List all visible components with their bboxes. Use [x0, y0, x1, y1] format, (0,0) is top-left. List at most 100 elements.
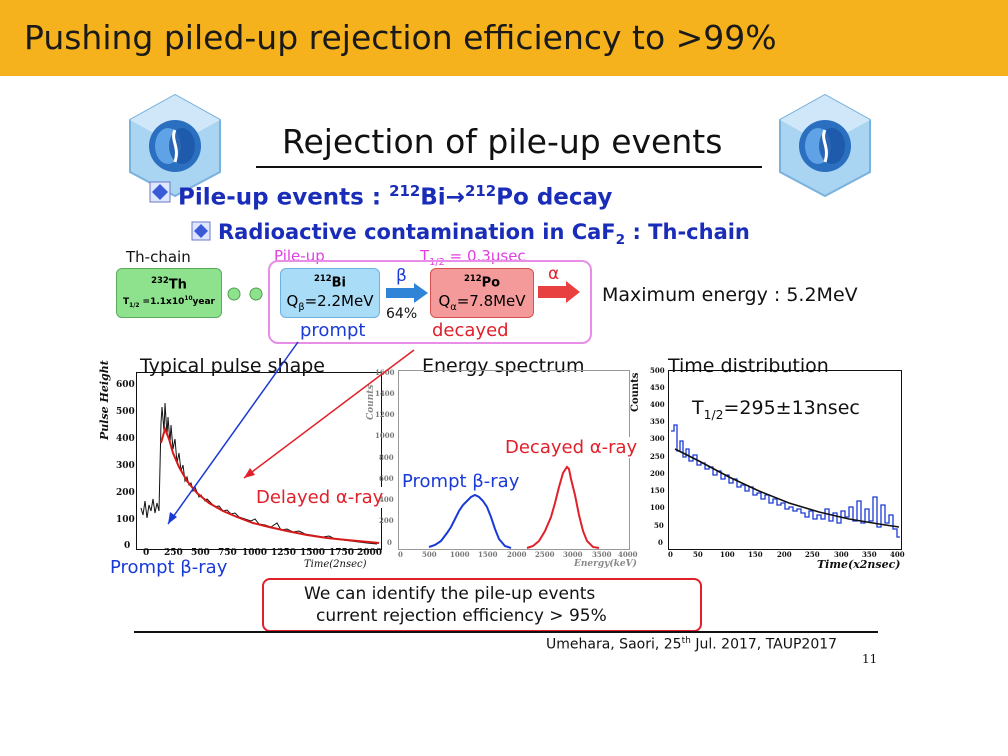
prompt-beta-label-energy: Prompt β-ray — [402, 471, 520, 492]
diamond-bullet-icon — [149, 181, 171, 203]
time-ytick: 400 — [650, 400, 665, 409]
time-xtick: 150 — [748, 550, 763, 559]
title-underline — [256, 166, 762, 168]
energy-xtick: 3000 — [563, 550, 583, 559]
pulse-xtick: 1500 — [300, 548, 326, 558]
energy-x-ticks: 0 500 1000 1500 2000 2500 3000 3500 4000 — [398, 550, 638, 562]
time-ytick: 250 — [650, 452, 665, 461]
energy-ytick: 1400 — [375, 389, 395, 398]
time-xtick: 350 — [862, 550, 877, 559]
energy-xtick: 4000 — [618, 550, 638, 559]
pulse-ytick: 300 — [116, 461, 135, 471]
energy-ytick: 400 — [379, 495, 394, 504]
pulse-ytick: 500 — [116, 407, 135, 417]
time-plot-title: Time distribution — [668, 355, 829, 377]
energy-xtick: 3500 — [592, 550, 612, 559]
footer-rule — [134, 631, 878, 633]
time-ytick: 500 — [650, 366, 665, 375]
pulse-ytick: 0 — [124, 541, 131, 551]
conclusion-box: We can identify the pile-up events curre… — [262, 578, 702, 632]
time-plot-frame — [668, 370, 902, 550]
pulse-x-label: Time(2nsec) — [304, 559, 367, 570]
beta-arrow-icon — [386, 283, 428, 303]
time-ytick: 300 — [650, 434, 665, 443]
bullet-radioactive-contamination: Radioactive contamination in CaF2 : Th-c… — [218, 220, 750, 249]
energy-x-label: Energy(keV) — [574, 559, 637, 569]
pulse-ytick: 200 — [116, 488, 135, 498]
energy-ytick: 0 — [387, 538, 392, 547]
energy-xtick: 1500 — [478, 550, 498, 559]
time-ytick: 150 — [650, 486, 665, 495]
decayed-label: decayed — [432, 320, 509, 341]
energy-ytick: 200 — [379, 516, 394, 525]
th-chain-label: Th-chain — [126, 248, 191, 266]
energy-xtick: 2000 — [507, 550, 527, 559]
energy-ytick: 800 — [379, 453, 394, 462]
bi212-box: 212Bi Qβ=2.2MeV — [280, 268, 380, 318]
pulse-waveform — [140, 402, 380, 545]
time-xtick: 0 — [668, 550, 673, 559]
right-logo-icon — [779, 93, 871, 198]
time-xtick: 50 — [693, 550, 703, 559]
time-xtick: 400 — [890, 550, 905, 559]
page-number: 11 — [862, 652, 878, 666]
pulse-xtick: 0 — [143, 548, 150, 558]
energy-plot-title: Energy spectrum — [422, 355, 585, 377]
conclusion-line-1: We can identify the pile-up events — [304, 584, 596, 604]
energy-y-ticks: 1600 1400 1200 1000 800 600 400 200 0 — [375, 368, 397, 554]
time-xtick: 250 — [805, 550, 820, 559]
chain-ellipsis-dots — [227, 287, 263, 301]
branching-ratio: 64% — [386, 306, 418, 322]
slide-title: Rejection of pile-up events — [282, 122, 723, 161]
pulse-y-ticks: 600 500 400 300 200 100 0 — [112, 374, 135, 551]
energy-ytick: 1000 — [375, 431, 395, 440]
pulse-y-label: Pulse Height — [98, 360, 111, 440]
diamond-bullet-icon — [191, 221, 211, 241]
conclusion-line-2: current rejection efficiency > 95% — [316, 606, 607, 626]
energy-spectrum-curves — [428, 465, 600, 549]
pulse-xtick: 500 — [191, 548, 210, 558]
pileup-frame — [268, 260, 592, 344]
time-y-label: Counts — [630, 372, 641, 412]
alpha-arrow-icon — [538, 281, 580, 303]
energy-ytick: 600 — [379, 474, 394, 483]
prompt-label: prompt — [300, 320, 366, 341]
time-ytick: 50 — [654, 521, 664, 530]
energy-xtick: 1000 — [450, 550, 470, 559]
pulse-ytick: 100 — [116, 515, 135, 525]
max-energy-text: Maximum energy : 5.2MeV — [602, 284, 858, 306]
pulse-xtick: 250 — [164, 548, 183, 558]
time-ytick: 0 — [658, 538, 663, 547]
pulse-xtick: 1000 — [242, 548, 268, 558]
time-x-label: Time(x2nsec) — [817, 558, 901, 571]
time-distribution-curves — [671, 424, 900, 538]
left-logo-icon — [129, 93, 221, 198]
energy-ytick: 1600 — [375, 368, 395, 377]
th232-box: 232Th T1/2 =1.1x1010year — [116, 268, 222, 318]
halflife-fit-result: T1/2=295±13nsec — [692, 397, 860, 422]
time-y-ticks: 500 450 400 350 300 250 200 150 100 50 0 — [646, 366, 668, 552]
header-bar — [0, 0, 1008, 76]
delayed-alpha-label: Delayed α-ray — [256, 487, 384, 508]
prompt-beta-label-pulse: Prompt β-ray — [110, 557, 228, 578]
alpha-label: α — [548, 264, 560, 284]
time-ytick: 200 — [650, 469, 665, 478]
pulse-xtick: 750 — [218, 548, 237, 558]
pulse-ytick: 400 — [116, 434, 135, 444]
pulse-ytick: 600 — [116, 380, 135, 390]
time-xtick: 300 — [834, 550, 849, 559]
decayed-alpha-label: Decayed α-ray — [505, 437, 638, 458]
energy-xtick: 2500 — [535, 550, 555, 559]
beta-label: β — [396, 266, 407, 286]
page-title: Pushing piled-up rejection efficiency to… — [24, 18, 777, 57]
time-ytick: 350 — [650, 417, 665, 426]
time-xtick: 200 — [777, 550, 792, 559]
pulse-xtick: 2000 — [357, 548, 383, 558]
po212-box: 212Po Qα=7.8MeV — [430, 268, 534, 318]
pulse-xtick: 1750 — [329, 548, 355, 558]
bullet-pileup-events: Pile-up events : 212Bi→212Po decay — [178, 182, 613, 211]
energy-ytick: 1200 — [375, 410, 395, 419]
energy-xtick: 500 — [422, 550, 437, 559]
energy-xtick: 0 — [398, 550, 403, 559]
time-ytick: 450 — [650, 383, 665, 392]
